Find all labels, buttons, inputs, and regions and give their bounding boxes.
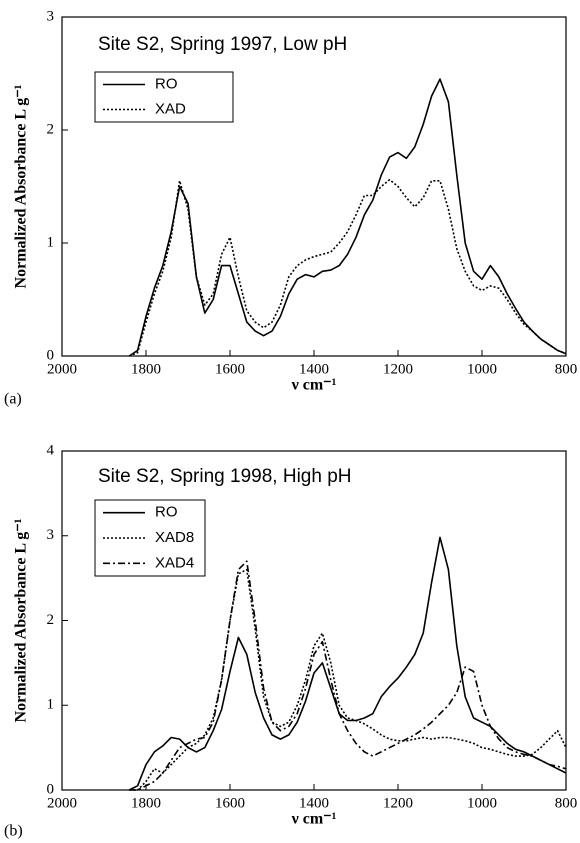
- x-tick-label: 1400: [299, 361, 329, 377]
- x-tick-label: 2000: [47, 361, 77, 377]
- series-line: [129, 568, 567, 791]
- x-tick-label: 1600: [215, 361, 245, 377]
- x-tick-label: 2000: [47, 795, 77, 811]
- y-tick-label: 2: [47, 121, 55, 137]
- y-tick-label: 0: [47, 781, 55, 797]
- y-tick-label: 3: [47, 527, 55, 543]
- y-axis-label: Normalized Absorbance L g⁻¹: [13, 518, 30, 722]
- legend-label: RO: [155, 75, 178, 92]
- y-tick-label: 0: [47, 347, 55, 363]
- plot-frame: [61, 16, 567, 357]
- x-tick-label: 800: [555, 361, 578, 377]
- y-axis-label: Normalized Absorbance L g⁻¹: [13, 84, 30, 288]
- series-line: [128, 536, 567, 791]
- x-tick-label: 1800: [131, 361, 161, 377]
- legend-label: XAD8: [155, 529, 194, 546]
- chart-title: Site S2, Spring 1998, High pH: [98, 466, 352, 487]
- y-tick-label: 1: [47, 697, 55, 713]
- x-tick-label: 1200: [383, 795, 413, 811]
- chart-title: Site S2, Spring 1997, Low pH: [98, 34, 347, 55]
- x-tick-label: 1200: [383, 361, 413, 377]
- series-line: [128, 78, 567, 357]
- legend-label: RO: [155, 504, 178, 521]
- x-tick-label: 1800: [131, 795, 161, 811]
- y-tick-label: 2: [47, 612, 55, 628]
- x-tick-label: 1000: [467, 795, 497, 811]
- y-tick-label: 4: [47, 442, 55, 458]
- x-tick-label: 1600: [215, 795, 245, 811]
- x-tick-label: 1000: [467, 361, 497, 377]
- x-axis-label: ν cm⁻¹: [291, 811, 337, 828]
- legend-label: XAD: [155, 100, 186, 117]
- panel-label: (a): [4, 391, 22, 408]
- legend-box: [94, 71, 234, 123]
- y-tick-label: 1: [47, 234, 55, 250]
- x-tick-label: 800: [555, 795, 578, 811]
- x-axis-label: ν cm⁻¹: [291, 377, 337, 394]
- legend-label: XAD4: [155, 554, 194, 571]
- panel-label: (b): [4, 823, 23, 840]
- x-tick-label: 1400: [299, 795, 329, 811]
- series-line: [129, 560, 567, 791]
- y-tick-label: 3: [47, 8, 55, 24]
